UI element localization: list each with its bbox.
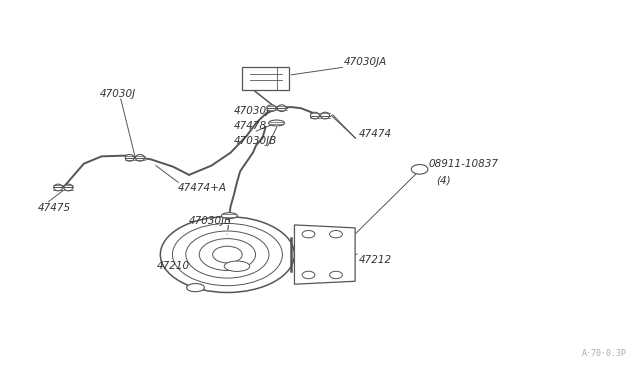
Circle shape <box>412 164 428 174</box>
Ellipse shape <box>277 105 286 112</box>
Circle shape <box>302 231 315 238</box>
Circle shape <box>302 271 315 279</box>
Ellipse shape <box>310 112 319 119</box>
Ellipse shape <box>221 213 237 219</box>
Ellipse shape <box>212 246 242 263</box>
Text: 47030JA: 47030JA <box>344 57 387 67</box>
Ellipse shape <box>64 184 73 191</box>
Ellipse shape <box>186 231 269 278</box>
Ellipse shape <box>136 154 145 161</box>
Ellipse shape <box>54 184 63 191</box>
Circle shape <box>330 231 342 238</box>
Text: 47030JB: 47030JB <box>189 217 232 227</box>
Text: 47030J: 47030J <box>100 89 136 99</box>
Ellipse shape <box>267 105 276 112</box>
Ellipse shape <box>224 261 250 272</box>
Text: 47474+A: 47474+A <box>178 183 227 193</box>
Text: 47212: 47212 <box>358 254 392 264</box>
Circle shape <box>330 271 342 279</box>
Polygon shape <box>294 225 355 284</box>
Ellipse shape <box>199 238 255 270</box>
Ellipse shape <box>125 154 134 161</box>
Text: 47475: 47475 <box>38 203 71 213</box>
Text: (4): (4) <box>436 176 451 186</box>
Ellipse shape <box>321 112 330 119</box>
Text: 47474: 47474 <box>358 129 392 138</box>
Text: 47030J: 47030J <box>234 106 270 116</box>
Ellipse shape <box>161 217 294 292</box>
Text: A·70·0.3P: A·70·0.3P <box>582 349 627 358</box>
Text: 47210: 47210 <box>157 261 190 271</box>
Ellipse shape <box>269 120 285 126</box>
Ellipse shape <box>186 283 204 292</box>
Text: 08911-10837: 08911-10837 <box>429 158 499 169</box>
Text: 47478: 47478 <box>234 121 267 131</box>
Text: N: N <box>417 166 422 172</box>
Ellipse shape <box>172 224 282 286</box>
Text: 47030JB: 47030JB <box>234 136 277 146</box>
FancyBboxPatch shape <box>242 67 289 90</box>
